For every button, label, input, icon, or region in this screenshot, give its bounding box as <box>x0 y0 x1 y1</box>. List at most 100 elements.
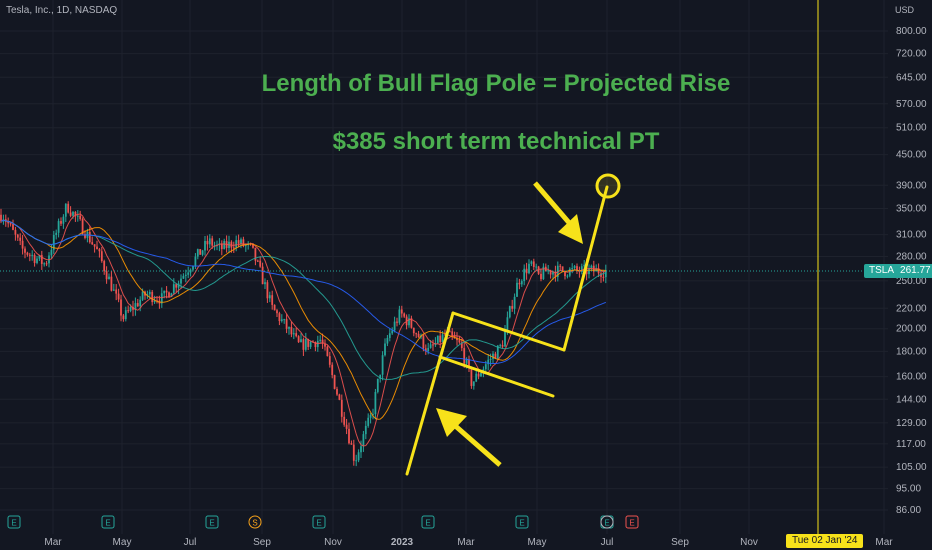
candle-body <box>369 414 372 418</box>
candle-body <box>33 254 36 263</box>
candle-body <box>43 263 46 265</box>
candle-body <box>326 346 329 357</box>
target-circle <box>595 173 621 199</box>
candle-body <box>559 265 562 267</box>
price-tick-label: 645.00 <box>896 72 927 83</box>
candle-body <box>324 343 326 347</box>
price-tick-label: 86.00 <box>896 505 921 516</box>
candle-body <box>26 252 29 255</box>
candle-body <box>513 296 516 309</box>
candle-body <box>580 266 583 272</box>
candle-body <box>60 221 62 224</box>
candle-body <box>122 315 125 320</box>
marker-label: E <box>629 519 634 528</box>
candle-body <box>568 268 571 276</box>
price-tick-label: 310.00 <box>896 230 927 241</box>
candle-body <box>408 318 410 326</box>
candle-body <box>328 356 331 365</box>
candle-body <box>552 271 554 275</box>
annotation-title: Length of Bull Flag Pole = Projected Ris… <box>261 70 731 97</box>
candle-body <box>57 221 60 233</box>
currency-label[interactable]: USD <box>895 5 915 15</box>
price-tick-label: 720.00 <box>896 49 927 60</box>
candle-body <box>331 364 334 376</box>
earnings-marker: E <box>312 515 326 529</box>
candle-body <box>67 203 70 213</box>
candle-body <box>307 338 310 347</box>
candle-body <box>237 240 240 244</box>
time-axis-panel[interactable] <box>0 534 932 550</box>
candle-body <box>583 264 586 267</box>
candle-body <box>290 327 293 335</box>
candle-body <box>523 268 526 282</box>
candle-body <box>355 460 358 462</box>
split-marker: S <box>248 515 262 529</box>
candle-body <box>374 391 377 415</box>
price-tick-label: 105.00 <box>896 462 927 473</box>
price-tick-label: 390.00 <box>896 180 927 191</box>
candle-body <box>276 310 278 314</box>
candle-body <box>391 330 394 334</box>
candle-body <box>556 265 559 278</box>
candle-body <box>561 266 564 272</box>
candle-body <box>163 290 166 294</box>
time-tick-label: May <box>528 537 547 548</box>
candle-body <box>602 276 605 278</box>
candle-body <box>422 335 425 349</box>
candle-body <box>364 425 367 435</box>
time-tick-label: Nov <box>740 537 758 548</box>
candle-body <box>69 212 72 216</box>
candle-body <box>105 271 108 280</box>
time-tick-label: Nov <box>324 537 342 548</box>
earnings-marker: E <box>7 515 21 529</box>
marker-label: E <box>209 519 214 528</box>
candle-body <box>204 240 206 251</box>
marker-label: E <box>316 519 321 528</box>
candle-body <box>388 333 391 338</box>
candle-body <box>139 299 142 307</box>
candle-body <box>487 359 490 365</box>
candle-body <box>45 263 48 265</box>
candle-body <box>496 345 499 359</box>
candle-body <box>110 276 113 291</box>
candle-body <box>129 307 132 311</box>
candle-body <box>530 261 533 264</box>
candle-body <box>285 319 288 329</box>
candle-body <box>100 251 103 262</box>
candle-body <box>436 335 439 344</box>
candle-body <box>470 367 473 386</box>
candle-body <box>201 250 204 255</box>
candle-body <box>465 359 468 364</box>
candle-body <box>412 327 415 334</box>
candle-body <box>542 266 545 280</box>
candle-body <box>499 345 502 347</box>
marker-label: E <box>105 519 110 528</box>
candle-body <box>170 293 173 298</box>
time-tick-label: 2023 <box>391 537 414 548</box>
candle-body <box>463 348 466 364</box>
price-tick-label: 800.00 <box>896 26 927 37</box>
candle-body <box>348 428 350 444</box>
candle-body <box>590 265 593 269</box>
candle-body <box>280 319 283 322</box>
candle-body <box>338 394 341 400</box>
candle-body <box>79 215 82 219</box>
candle-body <box>72 211 74 216</box>
annotation-target: $385 short term technical PT <box>332 128 660 155</box>
candle-body <box>21 240 24 249</box>
candle-body <box>208 238 211 245</box>
candle-body <box>396 321 398 323</box>
candle-body <box>518 282 521 285</box>
candle-body <box>134 303 137 310</box>
candle-body <box>564 271 566 277</box>
candle-body <box>74 211 77 216</box>
candle-body <box>417 333 420 338</box>
price-axis-labels: 86.00 95.00 105.00 117.00 129.00 144.00 160.00… <box>896 26 927 516</box>
candle-body <box>220 243 223 250</box>
candle-body <box>264 282 266 285</box>
price-tick-label: 280.00 <box>896 251 927 262</box>
candle-body <box>136 303 139 307</box>
candle-body <box>16 234 19 238</box>
candle-body <box>223 241 226 250</box>
candle-body <box>165 290 168 293</box>
